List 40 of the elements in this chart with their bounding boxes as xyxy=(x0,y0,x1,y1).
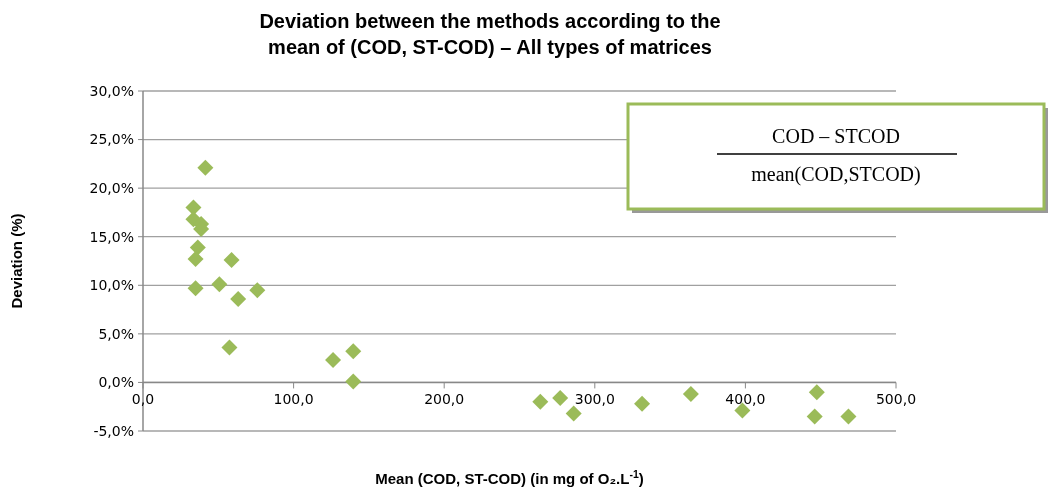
y-axis-title: Deviation (%) xyxy=(8,213,25,309)
point xyxy=(211,276,228,293)
annotation: mean(COD,STCOD) xyxy=(751,163,921,186)
x-tick-label: 500,0 xyxy=(875,391,917,408)
y-tick-label: 5,0% xyxy=(98,325,134,342)
point xyxy=(806,408,823,425)
y-tick-label: 0,0% xyxy=(98,374,134,391)
point xyxy=(682,386,699,403)
point xyxy=(197,159,214,176)
point xyxy=(185,199,202,216)
point xyxy=(634,395,651,412)
point xyxy=(532,393,549,410)
y-tick-label: 25,0% xyxy=(89,131,134,148)
x-tick-label: 300,0 xyxy=(574,391,615,408)
point xyxy=(230,290,247,307)
point xyxy=(223,252,240,269)
point xyxy=(249,282,266,299)
point xyxy=(325,352,342,369)
x-tick-label: 100,0 xyxy=(273,391,314,408)
y-tick-label: -5,0% xyxy=(93,422,134,439)
point xyxy=(565,405,582,422)
chart-title: Deviation between the methods according to the mean of (COD, ST-COD) – All types of matrices xyxy=(259,10,721,58)
x-axis-title: Mean (COD, ST-COD) (in mg of O₂.L$^{-1}$) xyxy=(375,468,644,487)
point xyxy=(345,373,362,390)
x-tick-label: 400,0 xyxy=(725,391,766,408)
x-tick-label: 200,0 xyxy=(424,391,465,408)
point xyxy=(221,339,238,356)
point xyxy=(187,280,204,297)
y-tick-label: 15,0% xyxy=(89,228,134,245)
y-tick-label: 30,0% xyxy=(89,82,134,99)
y-tick-label: 10,0% xyxy=(89,277,134,294)
annotation: COD – STCOD xyxy=(772,125,900,147)
point xyxy=(840,408,857,425)
y-tick-label: 20,0% xyxy=(89,180,134,197)
point xyxy=(345,343,362,360)
point xyxy=(187,251,204,268)
point xyxy=(189,239,206,256)
x-tick-label: 0,0 xyxy=(131,391,155,408)
point xyxy=(808,384,825,401)
point xyxy=(552,389,569,406)
